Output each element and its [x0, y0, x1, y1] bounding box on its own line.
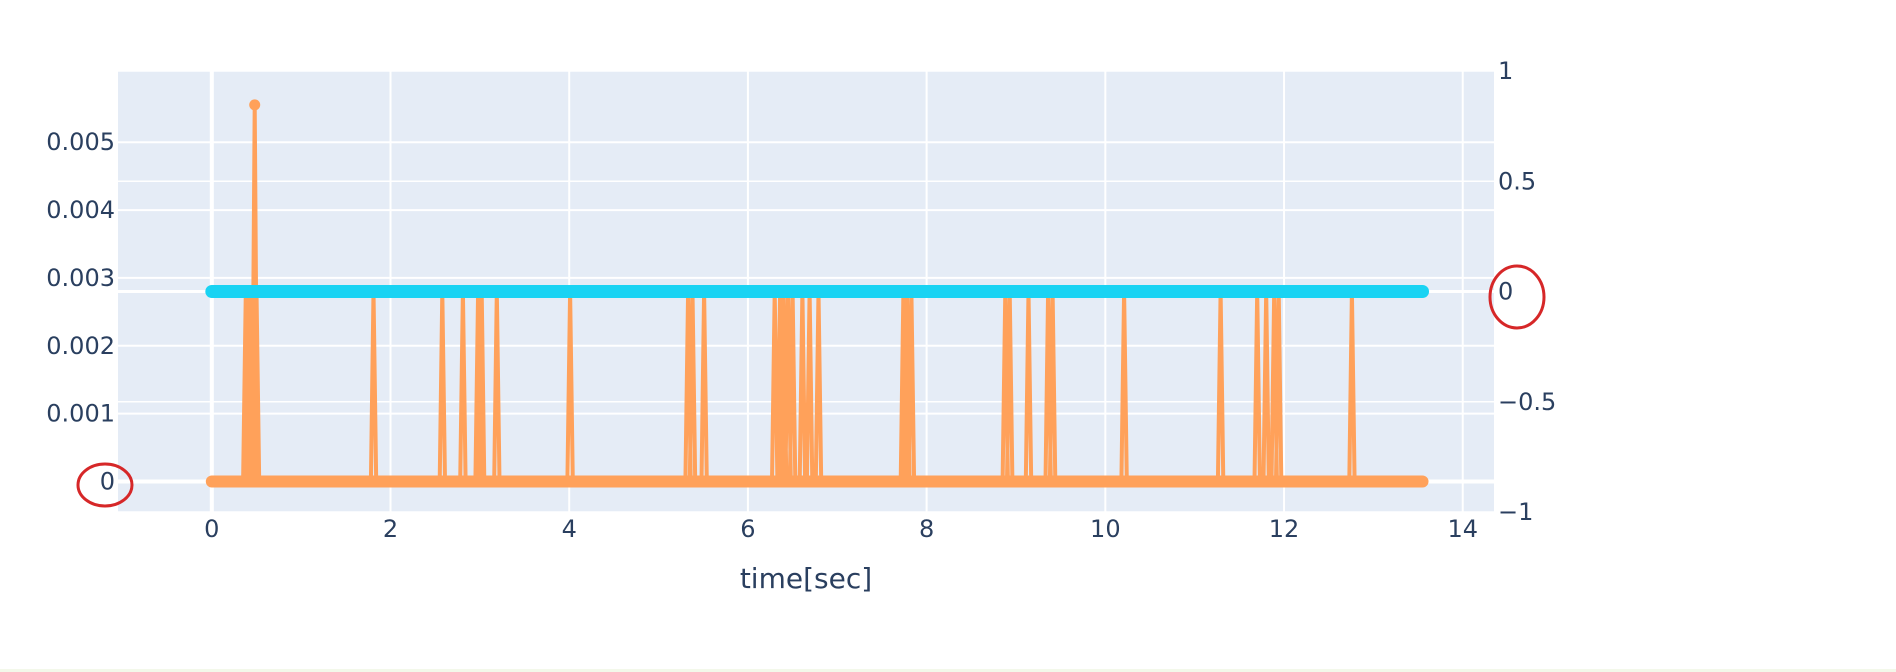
- series-orange-peak-point: [249, 99, 261, 111]
- y-tick-label: 0.003: [46, 264, 115, 292]
- y-tick-label: 0: [100, 467, 115, 495]
- y2-tick-label: 0: [1498, 278, 1513, 306]
- y2-tick-label: −0.5: [1498, 388, 1556, 416]
- y-tick-label: 0.001: [46, 400, 115, 428]
- y2-tick-label: −1: [1498, 498, 1533, 526]
- x-tick-label: 2: [383, 515, 398, 543]
- x-tick-label: 10: [1090, 515, 1121, 543]
- y2-tick-label: 0.5: [1498, 167, 1536, 195]
- annotation-circle-left-zero: [76, 462, 134, 508]
- y2-tick-labels: −1 −0.5 0 0.5 1: [1498, 57, 1556, 526]
- annotation-circle-right-zero: [1488, 264, 1546, 330]
- x-axis-title: time[sec]: [740, 562, 872, 595]
- annotation-circles: [76, 264, 1546, 508]
- x-tick-label: 14: [1447, 515, 1478, 543]
- x-tick-labels: 0 2 4 6 8 10 12 14: [204, 515, 1478, 543]
- y-tick-label: 0.002: [46, 332, 115, 360]
- y-tick-labels: 0 0.001 0.002 0.003 0.004 0.005: [46, 128, 115, 495]
- x-tick-label: 8: [919, 515, 934, 543]
- x-tick-label: 6: [740, 515, 755, 543]
- bottom-strip: [0, 669, 1896, 672]
- x-tick-label: 4: [562, 515, 577, 543]
- x-tick-label: 0: [204, 515, 219, 543]
- y-tick-label: 0.004: [46, 196, 115, 224]
- y-tick-label: 0.005: [46, 128, 115, 156]
- series-layer: [205, 99, 1430, 488]
- x-tick-label: 12: [1269, 515, 1300, 543]
- y2-tick-label: 1: [1498, 57, 1513, 85]
